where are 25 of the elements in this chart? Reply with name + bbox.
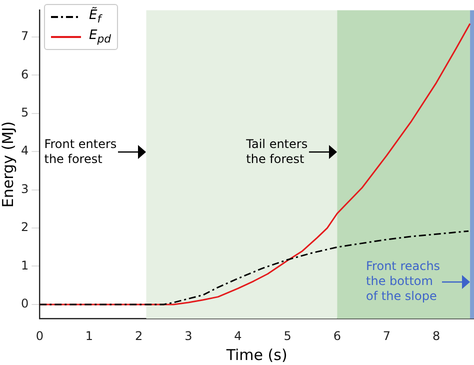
x-tick-label: 8: [432, 328, 440, 343]
annotation: Tail enters the forest: [246, 137, 308, 168]
y-tick-label: 2: [20, 220, 29, 234]
x-tick-label: 0: [36, 328, 44, 343]
y-tick-label: 4: [20, 144, 29, 158]
line-series: [40, 230, 470, 306]
y-tick-label: 3: [20, 182, 29, 196]
x-tick-label: 6: [333, 328, 341, 343]
y-tick-label: 0: [20, 296, 29, 311]
x-tick-label: 1: [85, 328, 94, 343]
y-tick-label: 7: [20, 29, 29, 44]
y-tick-label: 6: [20, 67, 29, 82]
x-tick-label: 7: [382, 328, 391, 343]
x-tick-label: 3: [184, 328, 192, 343]
legend-label: Ẽ$_{f}$: [89, 8, 102, 26]
annotation: Front enters the forest: [44, 137, 117, 168]
y-axis-title: Energy (MJ): [0, 121, 17, 208]
annotation: Front reachs the bottom of the slope: [366, 259, 440, 304]
x-tick-label: 4: [234, 328, 242, 343]
x-axis-title: Time (s): [225, 346, 288, 364]
x-tick-label: 5: [284, 328, 292, 343]
y-tick-label: 5: [20, 106, 29, 120]
y-tick-label: 1: [20, 258, 29, 272]
x-tick-label: 2: [134, 328, 143, 343]
legend-label: E$_{pd}$: [89, 28, 111, 46]
